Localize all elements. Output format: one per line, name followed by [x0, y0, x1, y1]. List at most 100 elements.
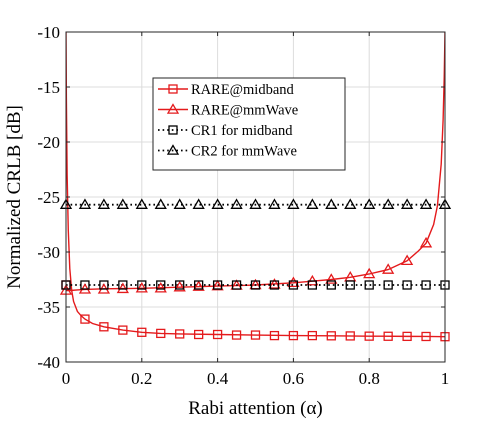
- data-point-rare-midband: [137, 327, 147, 337]
- data-point-cr2-for-mmwave: [363, 198, 376, 209]
- data-point-rare-midband: [307, 330, 318, 341]
- data-point-rare-mmwave: [211, 279, 224, 291]
- data-point-rare-midband: [80, 314, 90, 324]
- data-point-cr1-for-midband: [288, 280, 299, 290]
- data-point-rare-midband: [345, 331, 355, 341]
- data-point-cr2-for-mmwave: [306, 198, 319, 209]
- data-point-rare-mmwave: [135, 282, 148, 293]
- x-axis-label: Rabi attention (α): [188, 398, 322, 419]
- data-point-cr2-for-mmwave: [116, 198, 129, 209]
- data-point-cr2-for-mmwave: [97, 198, 111, 209]
- data-point-rare-mmwave: [192, 280, 205, 291]
- data-point-rare-midband: [269, 330, 280, 341]
- data-point-cr1-for-midband: [231, 280, 242, 290]
- data-point-cr1-for-midband: [421, 280, 431, 290]
- y-tick-label: -40: [37, 353, 60, 372]
- data-point-cr1-for-midband: [175, 280, 185, 290]
- y-tick-label: -20: [37, 133, 60, 152]
- data-point-cr2-for-mmwave: [192, 198, 205, 209]
- x-tick-label: 0.4: [207, 369, 229, 388]
- x-tick-label: 0.8: [359, 369, 380, 388]
- y-tick-label: -15: [37, 78, 60, 97]
- data-point-cr2-for-mmwave: [173, 198, 186, 209]
- data-point-rare-mmwave: [363, 267, 376, 279]
- legend: RARE@midband RARE@mmWave CR1 for midband…: [152, 77, 346, 171]
- legend-marker-cr1-for-midband: [168, 125, 178, 135]
- data-point-cr1-for-midband: [402, 280, 412, 290]
- data-point-cr1-for-midband: [118, 280, 128, 290]
- data-point-rare-midband: [326, 331, 336, 341]
- data-point-rare-mmwave: [382, 263, 395, 274]
- data-point-cr1-for-midband: [137, 280, 147, 290]
- data-point-rare-mmwave: [400, 254, 414, 266]
- data-point-cr2-for-mmwave: [325, 198, 338, 209]
- legend-box: [152, 77, 346, 171]
- data-point-cr1-for-midband: [269, 280, 280, 290]
- legend-label-rare-midband: RARE@midband: [191, 82, 295, 98]
- data-point-cr2-for-mmwave: [419, 198, 433, 209]
- x-tick-label: 0.2: [131, 369, 152, 388]
- data-point-rare-midband: [156, 328, 166, 339]
- y-tick-label: -10: [37, 23, 60, 42]
- y-axis-label: Normalized CRLB [dB]: [4, 105, 25, 289]
- legend-marker-rare-midband: [168, 84, 178, 94]
- data-point-cr2-for-mmwave: [135, 198, 148, 209]
- x-tick-labels: 0 0.2 0.4 0.6 0.8 1: [62, 369, 450, 388]
- data-point-rare-midband: [212, 329, 223, 340]
- data-point-rare-midband: [364, 331, 374, 341]
- data-point-rare-midband: [118, 325, 128, 335]
- data-point-cr2-for-mmwave: [382, 198, 395, 209]
- legend-entry-rare-mmwave: RARE@mmWave: [158, 103, 298, 119]
- data-point-rare-midband: [383, 331, 393, 341]
- data-point-cr1-for-midband: [345, 280, 355, 290]
- data-point-rare-midband: [99, 322, 109, 332]
- x-tick-label: 1: [441, 369, 450, 388]
- data-point-cr1-for-midband: [156, 280, 166, 290]
- x-tick-label: 0: [62, 369, 71, 388]
- data-point-cr1-for-midband: [80, 280, 90, 290]
- data-point-cr1-for-midband: [364, 280, 374, 290]
- data-point-cr2-for-mmwave: [268, 198, 281, 209]
- data-point-cr2-for-mmwave: [249, 198, 262, 209]
- legend-marker-cr2-for-mmwave: [166, 144, 180, 155]
- data-point-cr1-for-midband: [383, 280, 393, 290]
- data-point-cr2-for-mmwave: [211, 198, 224, 209]
- data-point-rare-mmwave: [419, 236, 433, 248]
- data-point-rare-mmwave: [154, 282, 167, 293]
- data-point-rare-mmwave: [116, 282, 129, 294]
- legend-label-rare-mmwave: RARE@mmWave: [191, 103, 298, 119]
- data-point-rare-midband: [421, 331, 431, 342]
- series-line-rare-midband: [66, 32, 445, 338]
- data-point-rare-mmwave: [287, 276, 300, 288]
- data-point-rare-midband: [175, 329, 185, 339]
- legend-label-cr1-midband: CR1 for midband: [191, 123, 293, 139]
- data-point-rare-midband: [193, 329, 204, 340]
- data-point-cr2-for-mmwave: [400, 198, 414, 209]
- axis-ticks: [65, 31, 446, 363]
- legend-entry-rare-midband: RARE@midband: [158, 82, 295, 98]
- legend-entry-cr2-mmwave: CR2 for mmWave: [158, 144, 297, 160]
- y-tick-label: -35: [37, 298, 60, 317]
- data-point-rare-midband: [402, 331, 412, 342]
- y-tick-label: -25: [37, 188, 60, 207]
- data-point-cr1-for-midband: [307, 280, 318, 290]
- x-tick-label: 0.6: [283, 369, 304, 388]
- data-point-cr1-for-midband: [99, 280, 109, 290]
- data-point-cr1-for-midband: [212, 280, 223, 290]
- data-point-rare-midband: [231, 330, 242, 340]
- y-tick-labels: -40 -35 -30 -25 -20 -15 -10: [37, 23, 60, 372]
- y-tick-label: -30: [37, 243, 60, 262]
- data-point-cr2-for-mmwave: [344, 198, 357, 209]
- data-point-rare-mmwave: [325, 273, 338, 284]
- data-point-cr1-for-midband: [193, 280, 204, 290]
- legend-label-cr2-mmwave: CR2 for mmWave: [191, 144, 297, 160]
- data-point-cr2-for-mmwave: [78, 198, 92, 209]
- legend-marker-rare-mmwave: [166, 103, 180, 114]
- data-point-cr1-for-midband: [250, 280, 261, 290]
- legend-entry-cr1-midband: CR1 for midband: [158, 123, 293, 139]
- data-point-rare-midband: [288, 330, 299, 341]
- data-point-cr2-for-mmwave: [154, 198, 167, 209]
- data-point-cr1-for-midband: [326, 280, 336, 290]
- data-point-cr2-for-mmwave: [287, 198, 300, 209]
